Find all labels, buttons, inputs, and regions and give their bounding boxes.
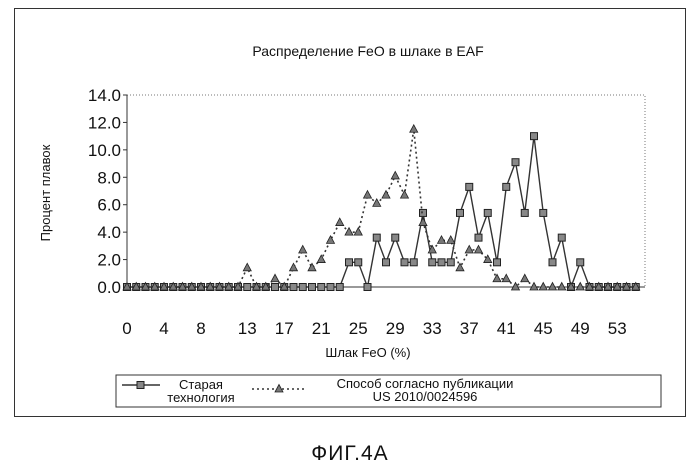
data-point [419,218,427,226]
y-tick-label: 4.0 [97,223,121,242]
x-tick-label: 29 [386,319,405,338]
data-point [401,259,408,266]
data-point [493,274,501,282]
data-point [484,255,492,263]
data-point [327,284,334,291]
x-tick-label: 17 [275,319,294,338]
data-point [401,191,409,199]
chart-title: Распределение FeO в шлаке в EAF [252,43,483,59]
x-tick-label: 25 [349,319,368,338]
y-tick-label: 12.0 [88,113,121,132]
x-tick-label: 53 [608,319,627,338]
data-point [531,133,538,140]
data-point [420,209,427,216]
data-point [457,209,464,216]
data-point [382,191,390,199]
series-publication-method [123,125,640,290]
series-line [127,136,636,287]
data-point [558,234,565,241]
data-point [410,125,418,133]
legend-label: Стараятехнология [167,377,234,405]
data-point [465,245,473,253]
x-axis-label: Шлак FeO (%) [325,345,410,360]
data-point [521,274,529,282]
data-point [244,284,251,291]
data-point [392,234,399,241]
data-point [466,183,473,190]
x-tick-label: 13 [238,319,257,338]
data-point [549,283,557,291]
series-old-technology [124,133,640,291]
data-point [271,274,279,282]
x-tick-labels: 0 4 8 13 17 21 25 29 33 37 41 45 49 53 [122,319,626,338]
series-layer [123,125,640,291]
data-point [558,283,566,291]
data-point [383,259,390,266]
data-point [346,259,353,266]
x-tick-label: 45 [534,319,553,338]
x-tick-label: 33 [423,319,442,338]
y-tick-label: 0.0 [97,278,121,297]
data-point [308,263,316,271]
data-point [429,259,436,266]
data-point [475,245,483,253]
data-point [438,259,445,266]
data-point [530,283,538,291]
data-point [309,284,316,291]
data-point [364,191,372,199]
data-point [272,284,279,291]
legend: Стараятехнология Способ согласно публикац… [116,375,661,407]
data-point [512,159,519,166]
chart: Распределение FeO в шлаке в EAF 0.0 2.0 4.… [0,0,700,440]
y-tick-label: 2.0 [97,251,121,270]
data-point [336,218,344,226]
figure-label: ФИГ.4A [0,442,700,466]
y-tick-label: 10.0 [88,141,121,160]
y-tick-label: 6.0 [97,196,121,215]
data-point [577,259,584,266]
x-tick-label: 21 [312,319,331,338]
legend-swatch-marker [137,382,144,389]
data-point [373,234,380,241]
data-point [299,284,306,291]
data-point [410,259,417,266]
data-point [354,228,362,236]
data-point [299,245,307,253]
data-point [391,171,399,179]
data-point [243,263,251,271]
legend-label: Способ согласно публикацииUS 2010/002459… [337,376,514,404]
y-tick-labels: 0.0 2.0 4.0 6.0 8.0 10.0 12.0 14.0 [88,86,127,297]
y-tick-label: 14.0 [88,86,121,105]
data-point [540,209,547,216]
x-tick-label: 0 [122,319,131,338]
data-point [549,259,556,266]
y-tick-label: 8.0 [97,168,121,187]
data-point [447,236,455,244]
data-point [290,263,298,271]
data-point [521,209,528,216]
x-tick-label: 49 [571,319,590,338]
y-axis-label: Процент плавок [38,144,53,241]
x-tick-label: 4 [159,319,168,338]
series-line [127,129,636,287]
data-point [502,274,510,282]
data-point [290,284,297,291]
data-point [327,236,335,244]
data-point [456,263,464,271]
data-point [355,259,362,266]
data-point [475,234,482,241]
data-point [336,284,343,291]
x-tick-label: 37 [460,319,479,338]
data-point [318,284,325,291]
data-point [447,259,454,266]
x-tick-label: 41 [497,319,516,338]
data-point [364,284,371,291]
legend-swatch-marker [275,385,283,393]
data-point [539,283,547,291]
x-tick-label: 8 [196,319,205,338]
data-point [494,259,501,266]
data-point [484,209,491,216]
data-point [317,255,325,263]
data-point [503,183,510,190]
